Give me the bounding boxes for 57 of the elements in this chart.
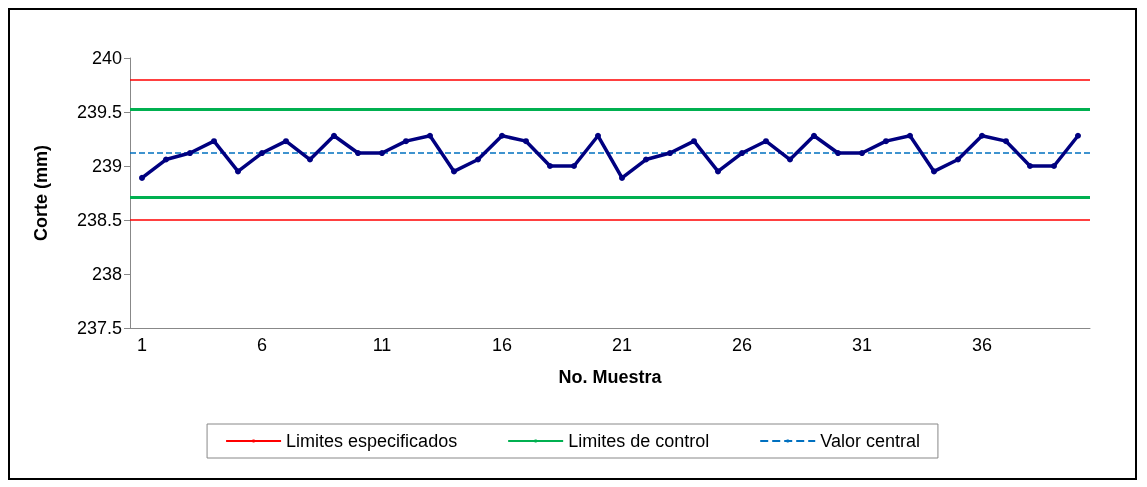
point [379,150,385,157]
point [139,174,145,181]
point [835,150,841,157]
point [763,138,769,145]
x-tick-label: 11 [372,335,392,355]
y-axis-title: Corte (mm) [31,144,51,242]
x-tick-label: 21 [611,335,633,355]
point [595,132,601,139]
y-tick-label: 238 [91,264,122,284]
point [667,150,673,157]
point [523,138,529,145]
point [931,168,937,175]
x-tick-label: 1 [136,335,148,355]
y-tick-label: 239.5 [76,102,122,122]
point [283,138,289,145]
x-tick-label: 31 [851,335,873,355]
point [475,156,481,163]
point [403,138,409,145]
point [739,150,745,157]
point [355,150,361,157]
point [547,163,553,169]
point [715,168,721,175]
x-tick-label: 26 [731,335,753,355]
point [691,138,697,145]
point [955,156,961,163]
point [163,156,169,163]
y-tick-label: 238.5 [76,210,122,230]
point [427,132,433,139]
x-tick-label: 36 [971,335,993,355]
point [571,163,577,169]
point [1051,163,1057,169]
point [211,138,217,145]
legend-label: Limites especificados [286,431,458,451]
x-tick-label: 6 [256,335,268,355]
point [451,168,457,175]
point [979,132,985,139]
y-tick-label: 240 [91,48,122,68]
point [235,168,241,175]
point [907,132,913,139]
point [187,150,193,157]
point [1075,132,1081,139]
point [1027,163,1033,169]
y-tick-label: 237.5 [76,318,122,338]
x-axis-title: No. Muestra [558,367,663,387]
point [307,156,313,163]
point [859,150,865,157]
point [499,132,505,139]
point [883,138,889,145]
point [1003,138,1009,145]
legend-label: Limites de control [568,431,710,451]
point [787,156,793,163]
point [259,150,265,157]
point [619,174,625,181]
y-tick-label: 239 [91,156,122,176]
point [643,156,649,163]
x-tick-label: 16 [491,335,513,355]
legend-label: Valor central [820,431,920,451]
